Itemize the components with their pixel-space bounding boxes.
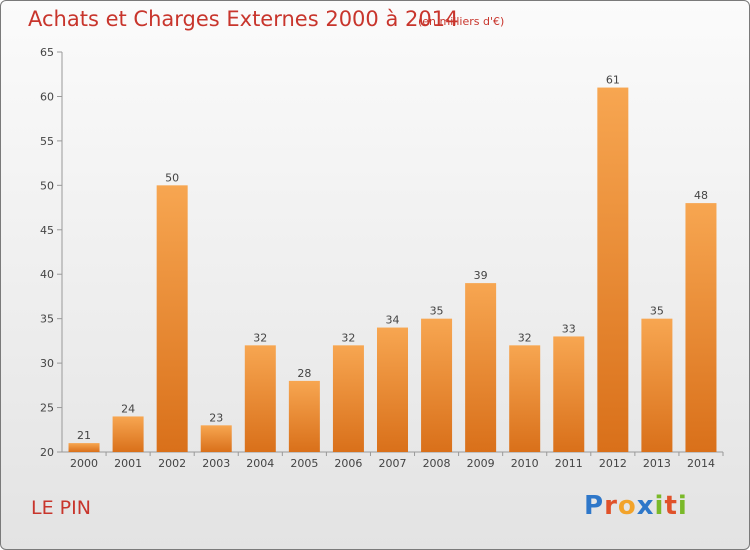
bar-2003 [200, 425, 232, 452]
y-tick-label: 25 [40, 402, 54, 415]
y-tick-label: 30 [40, 357, 54, 370]
chart-subtitle: (en milliers d'€) [418, 15, 505, 28]
y-tick-label: 60 [40, 90, 54, 103]
logo-letter: x [636, 491, 655, 521]
value-label-2013: 35 [650, 305, 664, 318]
x-tick-label-2014: 2014 [687, 457, 715, 470]
x-tick-label-2002: 2002 [158, 457, 186, 470]
x-tick-label-2008: 2008 [423, 457, 451, 470]
logo-letter: i [677, 491, 688, 521]
bar-2002 [156, 185, 188, 453]
bar-2000 [68, 443, 100, 452]
value-label-2007: 34 [386, 314, 400, 327]
value-label-2012: 61 [606, 74, 620, 87]
logo-letter: i [654, 491, 665, 521]
y-tick-label: 20 [40, 446, 54, 459]
bar-2009 [465, 283, 497, 452]
x-tick-label-2000: 2000 [70, 457, 98, 470]
bar-2012 [597, 87, 629, 453]
y-tick-label: 55 [40, 135, 54, 148]
bar-2008 [421, 318, 453, 452]
y-tick-label: 50 [40, 179, 54, 192]
x-tick-label-2013: 2013 [643, 457, 671, 470]
value-label-2010: 32 [518, 331, 532, 344]
x-tick-label-2009: 2009 [467, 457, 495, 470]
y-tick-label: 40 [40, 268, 54, 281]
value-label-2005: 28 [297, 367, 311, 380]
value-label-2003: 23 [209, 411, 223, 424]
value-label-2008: 35 [430, 305, 444, 318]
commune-name: LE PIN [31, 497, 91, 519]
value-label-2014: 48 [694, 189, 708, 202]
bar-2007 [377, 327, 408, 452]
x-tick-label-2012: 2012 [599, 457, 627, 470]
logo-letter: r [604, 491, 618, 521]
value-label-2009: 39 [474, 269, 488, 282]
x-tick-label-2006: 2006 [334, 457, 362, 470]
x-tick-label-2005: 2005 [290, 457, 318, 470]
x-tick-label-2004: 2004 [246, 457, 274, 470]
value-label-2006: 32 [341, 331, 355, 344]
proxiti-logo: Proxiti [584, 491, 688, 521]
bar-2013 [641, 318, 673, 452]
bar-2010 [509, 345, 541, 452]
y-tick-label: 45 [40, 224, 54, 237]
value-label-2001: 24 [121, 402, 135, 415]
bar-2005 [288, 380, 320, 452]
value-label-2000: 21 [77, 429, 91, 442]
bar-2014 [685, 203, 717, 452]
y-tick-label: 35 [40, 313, 54, 326]
bar-2011 [553, 336, 585, 452]
value-label-2002: 50 [165, 171, 179, 184]
x-tick-label-2011: 2011 [555, 457, 583, 470]
x-tick-label-2007: 2007 [379, 457, 407, 470]
bar-2004 [244, 345, 276, 452]
y-tick-label: 65 [40, 46, 54, 59]
value-label-2011: 33 [562, 322, 576, 335]
logo-letter: t [664, 491, 678, 521]
x-tick-label-2001: 2001 [114, 457, 142, 470]
x-tick-label-2003: 2003 [202, 457, 230, 470]
x-tick-label-2010: 2010 [511, 457, 539, 470]
chart-title: Achats et Charges Externes 2000 à 2014 [28, 7, 459, 31]
bar-2006 [332, 345, 364, 452]
value-label-2004: 32 [253, 331, 267, 344]
bar-2001 [112, 416, 144, 452]
logo-letter: o [617, 491, 637, 521]
logo-letter: P [584, 491, 605, 521]
